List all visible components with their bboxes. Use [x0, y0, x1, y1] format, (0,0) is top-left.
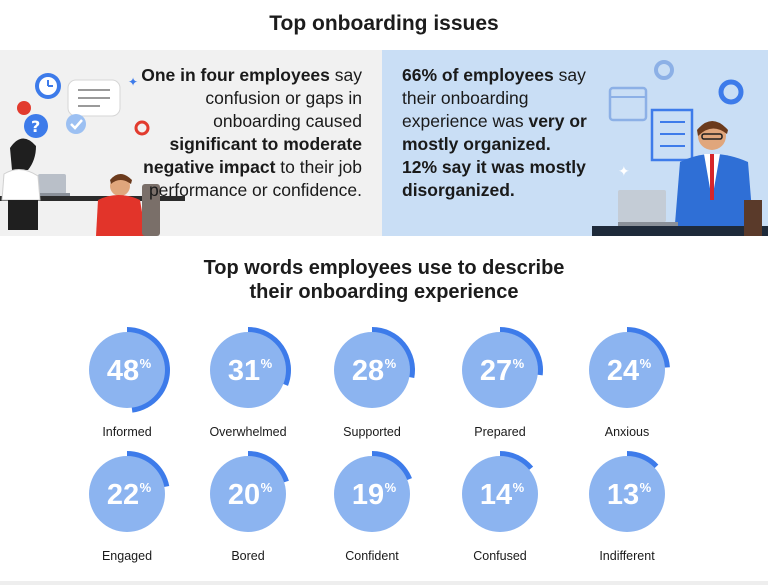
donut-unit: %: [385, 480, 397, 495]
donut-label: Prepared: [474, 425, 525, 439]
donut-unit: %: [513, 356, 525, 371]
left-panel-text: One in four employees say confusion or g…: [122, 64, 362, 202]
chart-subtitle: Top words employees use to describe thei…: [0, 256, 768, 304]
chat-bubble-icon: [67, 79, 121, 117]
svg-text:?: ?: [31, 117, 40, 136]
donut-item: 20 % Bored: [205, 451, 291, 563]
donut-value: 22: [107, 479, 139, 511]
gear-icon: [134, 120, 150, 136]
donut-center: [589, 332, 665, 408]
left-text-part-2: say confusion or gaps in onboarding caus…: [205, 65, 362, 131]
svg-text:✦: ✦: [618, 164, 630, 180]
donut-value: 31: [228, 355, 260, 387]
donut-value: 14: [480, 479, 512, 511]
right-info-panel: ✦ 66% of employees say their onboarding …: [382, 50, 768, 236]
left-text-emphasis-1: One in four employees: [141, 65, 330, 85]
meeting-illustration: ? ✦ ✦: [0, 73, 185, 236]
man-figure: [96, 174, 160, 236]
calendar-icon: [608, 86, 648, 122]
question-icon: ?: [24, 114, 48, 138]
donut-center: [89, 456, 165, 532]
donut-value: 19: [352, 479, 384, 511]
donut-value: 20: [228, 479, 260, 511]
donut-center: [210, 456, 286, 532]
donut-label: Overwhelmed: [209, 425, 286, 439]
donut-center: [210, 332, 286, 408]
donut-unit: %: [261, 480, 273, 495]
donut-item: 13 % Indifferent: [584, 451, 670, 563]
gear-icon: [654, 60, 674, 80]
donut-center: [334, 456, 410, 532]
donut-unit: %: [513, 480, 525, 495]
donut-center: [589, 456, 665, 532]
subtitle-line-1: Top words employees use to describe: [203, 257, 565, 279]
gear-icon: [718, 79, 744, 105]
donut-center: [89, 332, 165, 408]
right-text-part-4: 12% say it was: [402, 157, 530, 177]
donut-value: 48: [107, 355, 139, 387]
donut-item: 24 % Anxious: [584, 327, 670, 439]
left-text-emphasis-2: significant to moderate negative impact: [143, 134, 362, 177]
left-text-part-4: to their job performance or confidence.: [148, 157, 362, 200]
left-info-panel: ? ✦ ✦: [0, 50, 382, 236]
donut-item: 48 % Informed: [84, 327, 170, 439]
donut-center: [462, 456, 538, 532]
donut-item: 31 % Overwhelmed: [205, 327, 291, 439]
donut-label: Anxious: [605, 425, 649, 439]
donut-label: Supported: [343, 425, 401, 439]
office-illustration: ✦: [592, 60, 768, 236]
right-panel-text: 66% of employees say their onboarding ex…: [402, 64, 612, 202]
location-pin-icon: [17, 101, 31, 115]
donut-label: Indifferent: [599, 549, 655, 563]
donut-unit: %: [140, 356, 152, 371]
donut-unit: %: [261, 356, 273, 371]
page-title: Top onboarding issues: [269, 12, 499, 35]
right-text-part-2: say their onboarding experience was: [402, 65, 586, 131]
donut-unit: %: [640, 356, 652, 371]
checklist-icon: [650, 108, 694, 162]
donut-value: 28: [352, 355, 384, 387]
donut-label: Confident: [345, 549, 399, 563]
donut-item: 19 % Confident: [329, 451, 415, 563]
donut-value: 24: [607, 355, 639, 387]
donut-label: Confused: [473, 549, 527, 563]
donut-item: 27 % Prepared: [457, 327, 544, 439]
woman-figure: [1, 138, 41, 230]
check-icon: [66, 114, 86, 134]
donut-center: [462, 332, 538, 408]
subtitle-line-2: their onboarding experience: [249, 281, 519, 303]
right-text-emphasis-2: very or mostly organized.: [402, 111, 587, 154]
bottom-divider: [0, 581, 768, 585]
right-text-emphasis-3: mostly disorganized.: [402, 157, 586, 200]
donut-label: Engaged: [102, 549, 152, 563]
donut-unit: %: [385, 356, 397, 371]
donut-label: Informed: [102, 425, 151, 439]
donut-label: Bored: [231, 549, 264, 563]
donut-unit: %: [140, 480, 152, 495]
clock-icon: [35, 73, 61, 99]
donut-center: [334, 332, 410, 408]
donut-item: 28 % Supported: [329, 327, 415, 439]
right-text-emphasis-1: 66% of employees: [402, 65, 554, 85]
man-figure: [674, 121, 754, 236]
donut-value: 27: [480, 355, 512, 387]
donut-unit: %: [640, 480, 652, 495]
donut-item: 22 % Engaged: [84, 451, 170, 563]
donut-value: 13: [607, 479, 639, 511]
donut-item: 14 % Confused: [457, 451, 543, 563]
svg-text:✦: ✦: [128, 75, 138, 89]
